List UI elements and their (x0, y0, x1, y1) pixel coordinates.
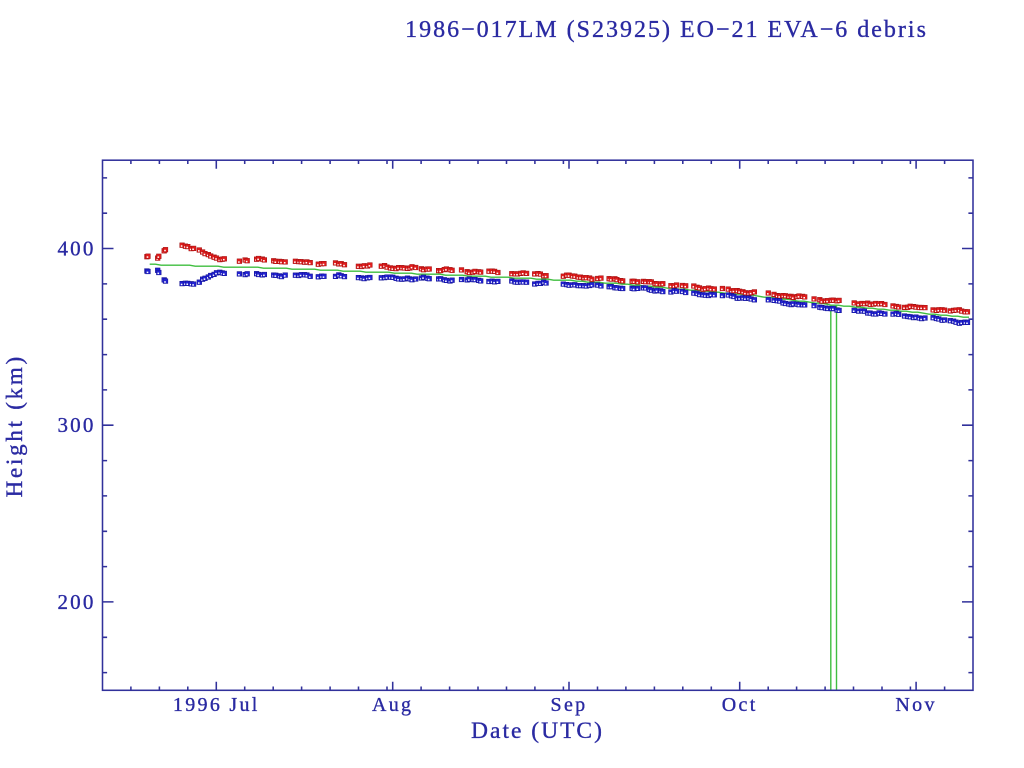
svg-text:Sep: Sep (551, 694, 588, 716)
svg-text:Height (km): Height (km) (2, 354, 27, 497)
svg-text:300: 300 (57, 413, 95, 437)
svg-text:Date (UTC): Date (UTC) (471, 718, 604, 744)
svg-text:200: 200 (57, 590, 95, 614)
svg-text:Aug: Aug (372, 694, 413, 716)
svg-text:Nov: Nov (895, 694, 936, 716)
svg-text:400: 400 (57, 236, 95, 260)
svg-text:Oct: Oct (722, 694, 758, 716)
svg-text:1996 Jul: 1996 Jul (173, 694, 260, 716)
svg-text:1986−017LM (S23925) EO−21 EVA−: 1986−017LM (S23925) EO−21 EVA−6 debris (405, 17, 928, 43)
